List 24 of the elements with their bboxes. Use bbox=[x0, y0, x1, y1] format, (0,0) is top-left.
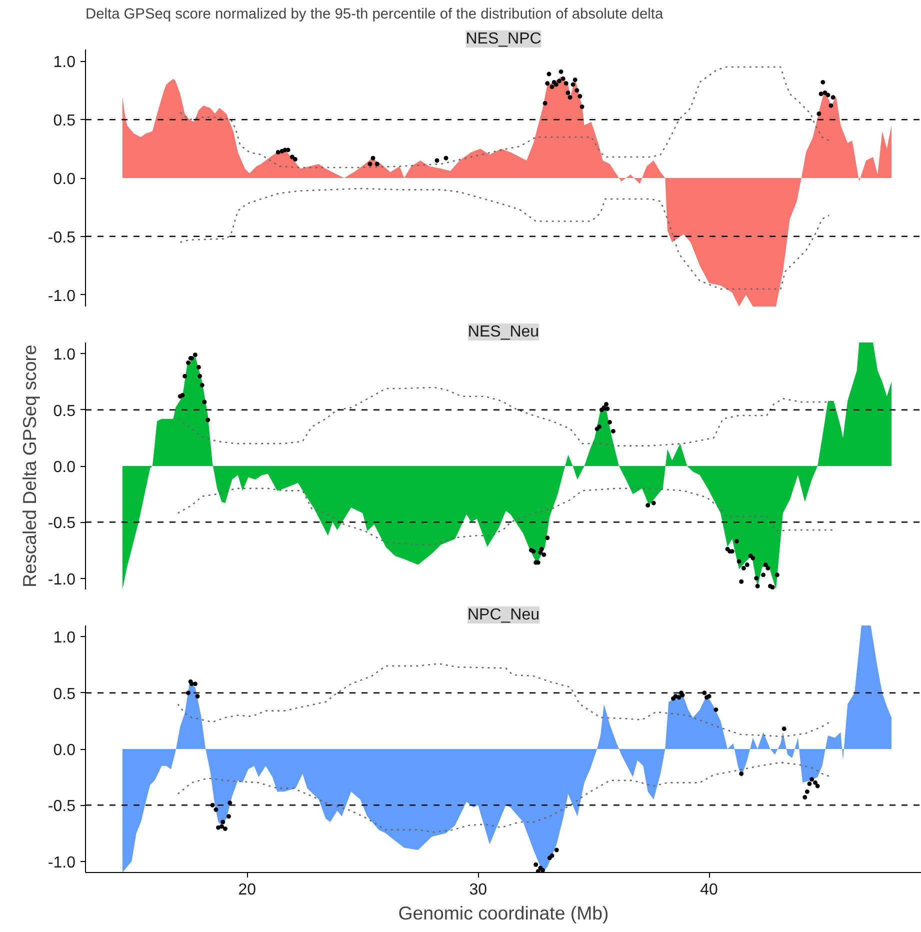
y-tick-label: -1.0 bbox=[48, 288, 76, 305]
x-tick-label: 40 bbox=[700, 882, 718, 898]
y-tick-label: 0.0 bbox=[53, 742, 76, 759]
y-tick-label: 0.5 bbox=[53, 686, 76, 703]
y-tick-label: -1.0 bbox=[48, 854, 76, 872]
x-axis-title: Genomic coordinate (Mb) bbox=[398, 902, 609, 924]
chart-subtitle: NPC_Neu bbox=[467, 606, 540, 624]
y-tick-label: 0.0 bbox=[53, 459, 76, 476]
chart-subtitle: NES_NPC bbox=[466, 30, 542, 48]
x-tick-label: 20 bbox=[238, 882, 256, 898]
y-axis-title: Rescaled Delta GPSeq score bbox=[18, 344, 40, 588]
y-tick-label: 0.0 bbox=[53, 171, 76, 188]
y-tick-label: 1.0 bbox=[53, 630, 76, 647]
y-tick-label: 1.0 bbox=[53, 346, 76, 364]
y-tick-label: -0.5 bbox=[48, 798, 76, 816]
y-tick-label: 0.5 bbox=[53, 112, 76, 130]
y-tick-label: -0.5 bbox=[48, 229, 76, 246]
y-tick-label: -0.5 bbox=[48, 515, 76, 532]
chart-subtitle: NES_Neu bbox=[468, 324, 540, 340]
y-tick-label: -1.0 bbox=[48, 571, 76, 588]
chart-title: Delta GPSeq score normalized by the 95-th percentile of the distribution of absolute delta bbox=[86, 6, 664, 22]
x-tick-label: 30 bbox=[469, 882, 488, 898]
y-tick-label: 1.0 bbox=[53, 54, 76, 72]
y-tick-label: 0.5 bbox=[53, 402, 76, 420]
